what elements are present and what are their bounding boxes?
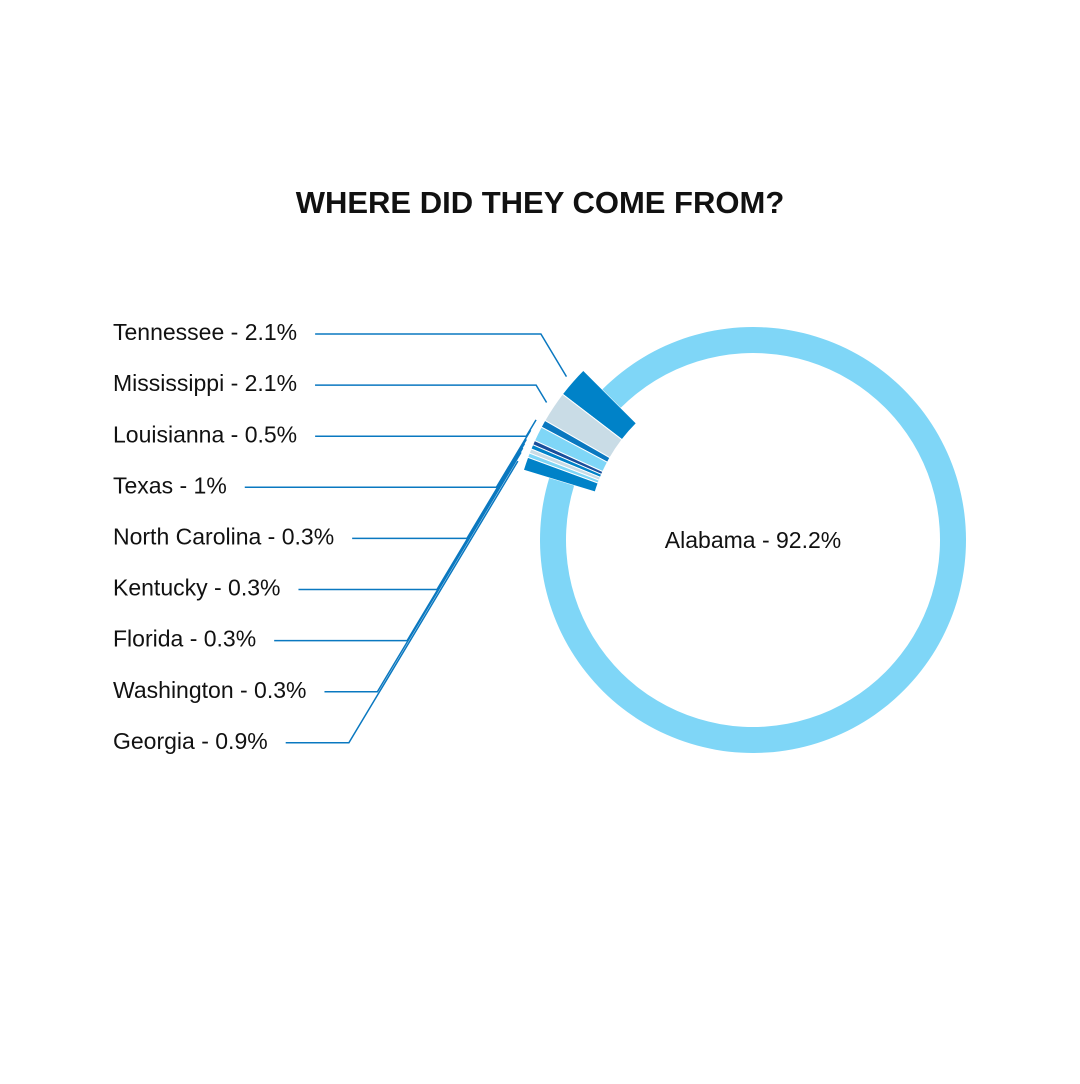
leader-line (315, 419, 537, 437)
legend-label: Georgia - 0.9% (113, 728, 268, 754)
legend-label: Florida - 0.3% (113, 626, 256, 652)
leader-line (244, 429, 532, 489)
donut-slice (522, 456, 599, 493)
leader-line (352, 438, 527, 540)
legend-label: Mississippi - 2.1% (113, 370, 297, 396)
center-label: Alabama - 92.2% (665, 527, 841, 553)
leader-line (315, 384, 548, 403)
legend-label: Tennessee - 2.1% (113, 319, 297, 345)
leader-line (324, 451, 522, 693)
legend-label: Louisianna - 0.5% (113, 421, 297, 447)
leader-line (285, 460, 519, 744)
legend-label: Kentucky - 0.3% (113, 575, 280, 601)
legend-label: North Carolina - 0.3% (113, 523, 334, 549)
leader-line (274, 447, 524, 642)
legend-label: Washington - 0.3% (113, 677, 306, 703)
chart-title: WHERE DID THEY COME FROM? (296, 185, 785, 220)
leader-line (298, 443, 526, 591)
legend-label: Texas - 1% (113, 472, 227, 498)
leader-line (315, 333, 568, 377)
